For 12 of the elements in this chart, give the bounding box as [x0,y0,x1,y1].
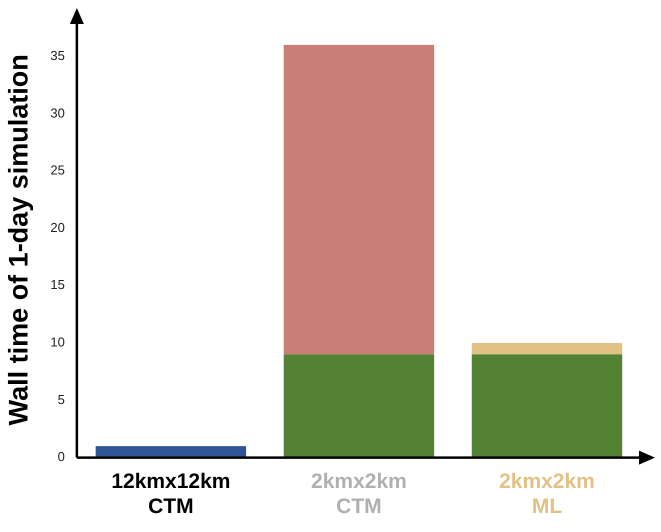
y-tick-label: 25 [50,162,65,178]
y-tick-label: 15 [50,277,65,292]
y-axis-title: Wall time of 1-day simulation [4,54,34,426]
y-tick-label: 0 [58,449,65,464]
x-tick-label: 2kmx2km CTM [311,470,407,518]
x-tick-label: 2kmx2km ML [499,470,595,518]
y-tick-label: 5 [58,392,65,407]
y-tick-label: 30 [50,105,65,120]
y-tick-label: 35 [50,48,65,63]
y-tick-label: 20 [50,220,65,235]
y-tick-label: 10 [50,334,65,350]
x-tick-label: 12kmx12km CTM [111,470,230,518]
